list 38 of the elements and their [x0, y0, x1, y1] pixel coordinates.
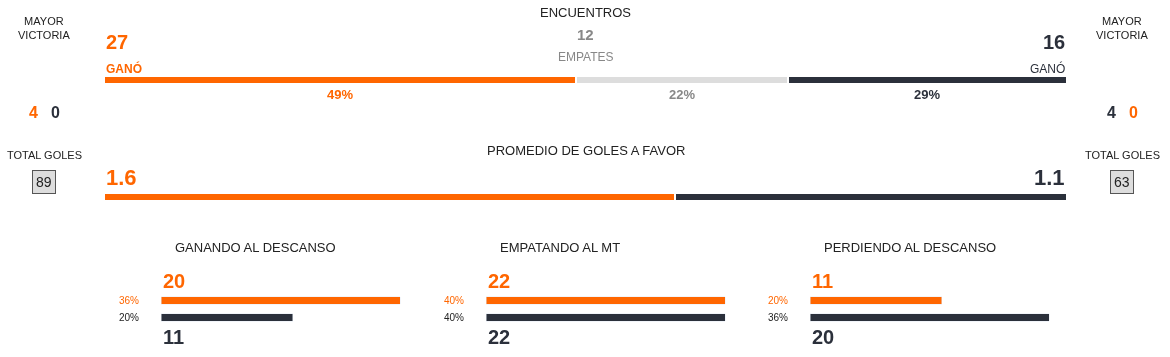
text: 36%	[119, 295, 140, 306]
text: 4	[1107, 104, 1116, 121]
chart-title: ENCUENTROS	[540, 5, 632, 20]
text: 0	[51, 104, 60, 121]
data-label: 1.1	[1034, 165, 1065, 190]
text: 40%	[444, 312, 465, 323]
text: 12	[577, 26, 594, 43]
text: 27	[106, 31, 129, 53]
text: 63	[1114, 174, 1130, 190]
text: 40%	[444, 295, 465, 306]
text: 36%	[768, 312, 789, 323]
data-label: 20	[812, 326, 835, 348]
text: 16	[1043, 31, 1066, 53]
data-label: 11	[812, 270, 834, 292]
data-label: 22	[488, 326, 511, 348]
data-label: 22%	[669, 87, 696, 102]
text: 20%	[119, 312, 140, 323]
data-label: 22	[488, 270, 511, 292]
data-label: 29%	[914, 87, 941, 102]
chart-title: EMPATANDO AL MT	[500, 240, 621, 255]
text: 4	[29, 104, 38, 121]
annotation: GANÓ	[106, 61, 142, 76]
chart-title: PERDIENDO AL DESCANSO	[824, 240, 997, 255]
data-label: 1.6	[106, 165, 137, 190]
chart-title: PROMEDIO DE GOLES A FAVOR	[487, 143, 686, 158]
data-label: 49%	[327, 87, 354, 102]
text: 89	[36, 174, 52, 190]
text: TOTAL GOLES	[7, 149, 82, 161]
chart-title: GANANDO AL DESCANSO	[175, 240, 336, 255]
text: TOTAL GOLES	[1085, 149, 1160, 161]
text: 20%	[768, 295, 789, 306]
text: 0	[1129, 104, 1138, 121]
annotation: GANÓ	[1030, 61, 1066, 76]
data-label: 20	[163, 270, 186, 292]
text: EMPATES	[558, 50, 614, 64]
data-label: 11	[163, 326, 185, 348]
text: MAYOR VICTORIA	[18, 15, 71, 42]
text: MAYOR VICTORIA	[1096, 15, 1149, 42]
